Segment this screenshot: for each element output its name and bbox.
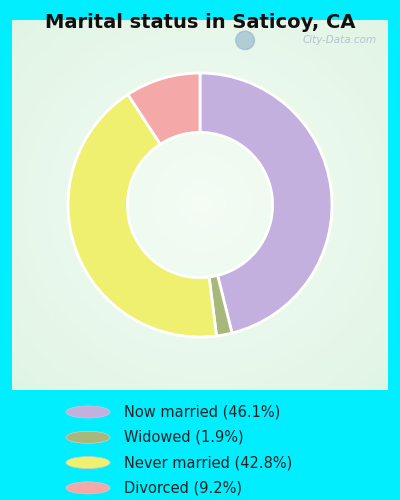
Circle shape: [66, 406, 110, 418]
Text: City-Data.com: City-Data.com: [302, 35, 377, 45]
Wedge shape: [68, 94, 216, 337]
Wedge shape: [200, 73, 332, 333]
Text: Never married (42.8%): Never married (42.8%): [124, 455, 292, 470]
Text: Now married (46.1%): Now married (46.1%): [124, 404, 280, 419]
Text: Divorced (9.2%): Divorced (9.2%): [124, 480, 242, 496]
Wedge shape: [209, 276, 232, 336]
Text: Marital status in Saticoy, CA: Marital status in Saticoy, CA: [45, 12, 355, 32]
Wedge shape: [128, 73, 200, 144]
Circle shape: [66, 431, 110, 444]
Circle shape: [66, 482, 110, 494]
Circle shape: [66, 456, 110, 468]
Circle shape: [236, 31, 254, 50]
Text: Widowed (1.9%): Widowed (1.9%): [124, 430, 244, 445]
